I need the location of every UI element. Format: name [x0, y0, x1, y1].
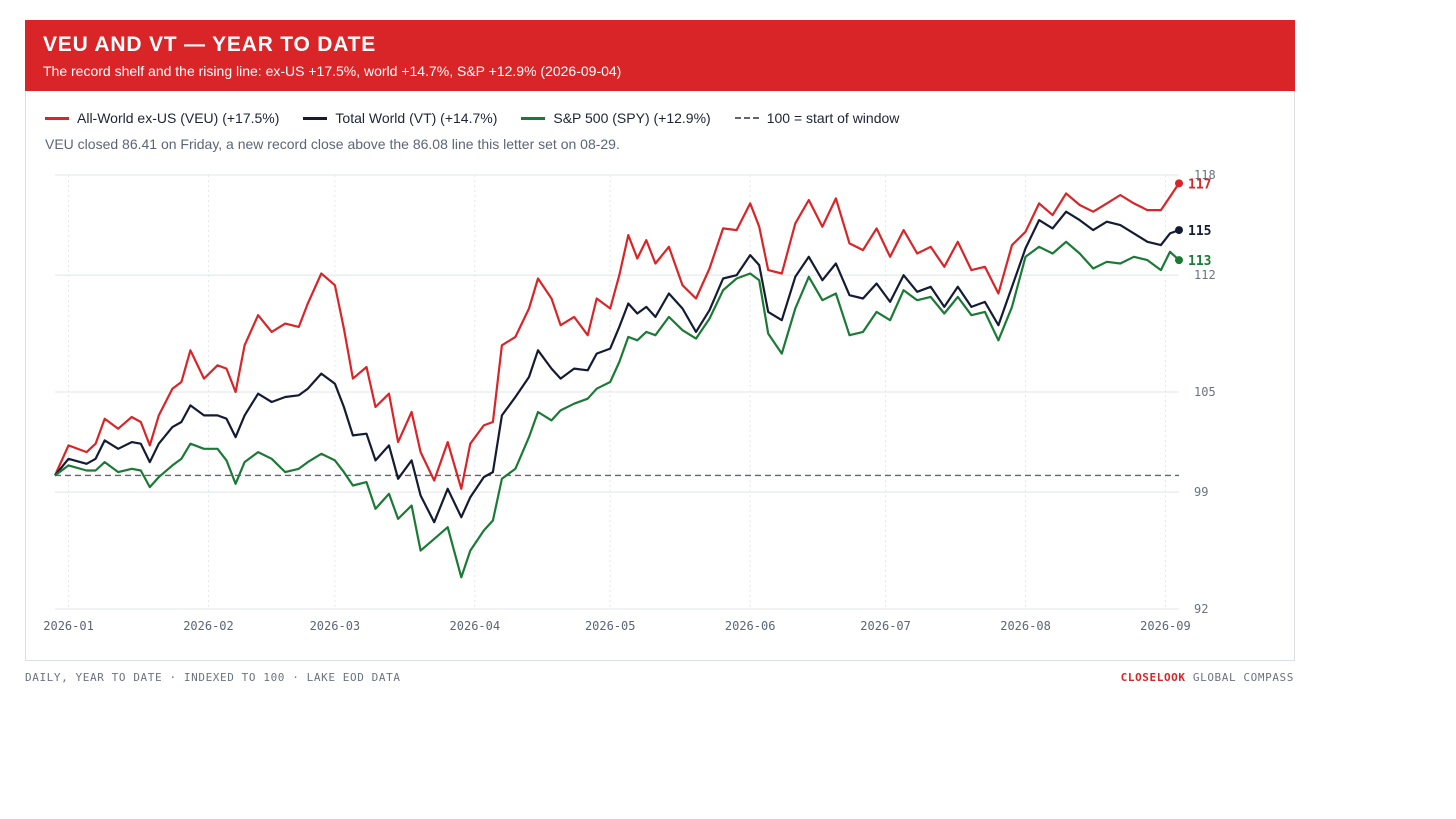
end-point-vt	[1175, 226, 1183, 235]
end-label-spy: 113	[1188, 254, 1211, 269]
y-tick-label: 92	[1194, 602, 1208, 616]
legend-swatch-veu	[45, 116, 69, 120]
series-line-veu	[53, 182, 1180, 490]
footer-source: DAILY, YEAR TO DATE · INDEXED TO 100 · L…	[25, 671, 401, 684]
legend-item-vt: Total World (VT) (+14.7%)	[303, 110, 497, 126]
x-tick-label: 2026-05	[585, 619, 636, 633]
y-tick-label: 105	[1194, 385, 1216, 399]
legend-swatch-baseline	[734, 117, 759, 119]
legend-label-baseline: 100 = start of window	[766, 110, 900, 126]
legend-item-spy: S&P 500 (SPY) (+12.9%)	[521, 110, 711, 126]
series-line-spy	[54, 240, 1180, 579]
end-point-veu	[1175, 179, 1183, 188]
legend-item-veu: All-World ex-US (VEU) (+17.5%)	[45, 110, 279, 126]
x-tick-label: 2026-02	[183, 619, 234, 633]
series-line-vt	[54, 210, 1180, 524]
chart-note: VEU closed 86.41 on Friday, a new record…	[45, 136, 620, 152]
y-tick-label: 99	[1194, 485, 1208, 499]
x-tick-label: 2026-06	[725, 619, 776, 633]
end-point-spy	[1175, 256, 1183, 265]
x-tick-label: 2026-04	[450, 619, 501, 633]
line-chart: 92 99 105 112 118 2026-01 2026-02 2026-03 2026-0…	[43, 168, 1216, 633]
chart-card: VEU AND VT — YEAR TO DATE The record she…	[25, 20, 1295, 661]
brand-name: CLOSELOOK	[1120, 671, 1186, 684]
legend-swatch-spy	[521, 116, 546, 120]
x-tick-label: 2026-07	[860, 619, 911, 633]
footer-brand-line: CLOSELOOK GLOBAL COMPASS	[1121, 671, 1294, 684]
x-tick-label: 2026-03	[310, 619, 361, 633]
legend-label-veu: All-World ex-US (VEU) (+17.5%)	[77, 110, 280, 126]
x-tick-label: 2026-08	[1000, 619, 1051, 633]
footer-publication: GLOBAL COMPASS	[1192, 671, 1294, 684]
legend-label-vt: Total World (VT) (+14.7%)	[335, 110, 498, 126]
chart-title: VEU AND VT — YEAR TO DATE	[43, 33, 377, 56]
x-tick-label: 2026-09	[1140, 619, 1191, 633]
y-tick-label: 112	[1194, 268, 1216, 282]
legend: All-World ex-US (VEU) (+17.5%) Total Wor…	[45, 110, 899, 126]
end-label-veu: 117	[1188, 177, 1211, 192]
legend-label-spy: S&P 500 (SPY) (+12.9%)	[553, 110, 711, 126]
y-tick-label: 118	[1194, 168, 1216, 182]
title-banner: VEU AND VT — YEAR TO DATE The record she…	[25, 20, 1295, 91]
legend-swatch-vt	[303, 116, 328, 120]
x-tick-label: 2026-01	[43, 619, 94, 633]
end-label-vt: 115	[1188, 224, 1211, 239]
chart-subtitle: The record shelf and the rising line: ex…	[43, 63, 622, 79]
legend-item-baseline: 100 = start of window	[734, 110, 900, 126]
